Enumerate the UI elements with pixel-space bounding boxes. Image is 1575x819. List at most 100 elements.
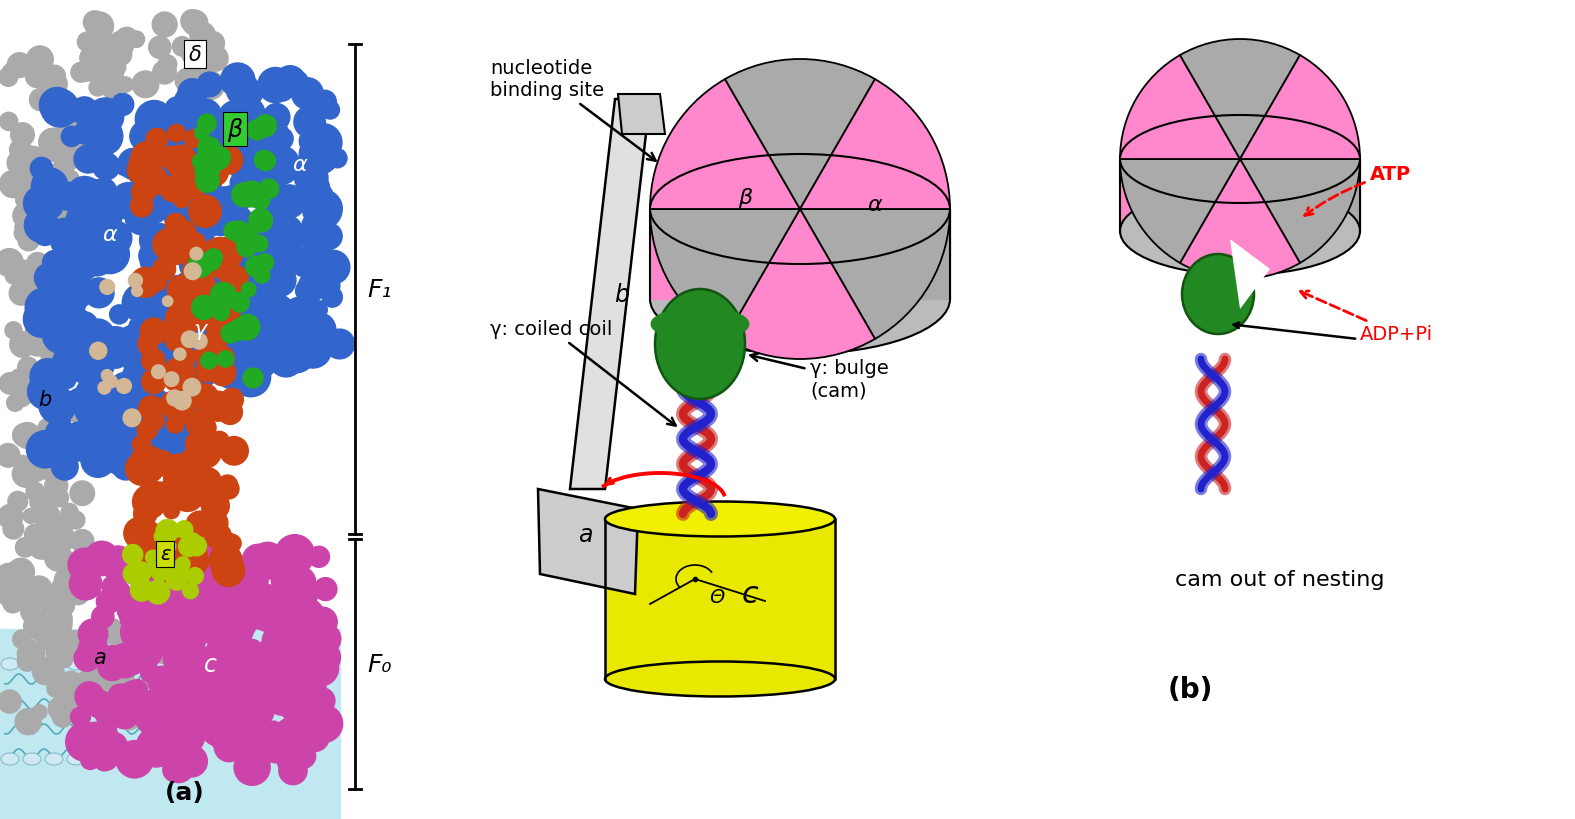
Circle shape bbox=[209, 719, 244, 753]
Circle shape bbox=[172, 234, 197, 260]
Circle shape bbox=[140, 568, 176, 604]
Circle shape bbox=[61, 631, 88, 658]
Circle shape bbox=[296, 281, 317, 302]
Circle shape bbox=[134, 503, 158, 526]
Circle shape bbox=[280, 586, 313, 618]
Circle shape bbox=[153, 13, 176, 38]
Circle shape bbox=[208, 273, 243, 307]
Wedge shape bbox=[1240, 56, 1359, 160]
Circle shape bbox=[187, 166, 217, 197]
Circle shape bbox=[158, 441, 195, 477]
Circle shape bbox=[58, 274, 93, 310]
Circle shape bbox=[6, 395, 24, 412]
Circle shape bbox=[25, 66, 47, 88]
Circle shape bbox=[39, 129, 66, 157]
Circle shape bbox=[249, 155, 288, 193]
Circle shape bbox=[307, 608, 337, 637]
Circle shape bbox=[178, 79, 206, 109]
Circle shape bbox=[249, 116, 285, 152]
Circle shape bbox=[225, 277, 244, 296]
Circle shape bbox=[183, 536, 198, 551]
Ellipse shape bbox=[68, 658, 85, 670]
Ellipse shape bbox=[110, 753, 129, 765]
Circle shape bbox=[98, 652, 126, 681]
Circle shape bbox=[44, 474, 68, 498]
Circle shape bbox=[60, 231, 80, 251]
Circle shape bbox=[139, 337, 158, 355]
Circle shape bbox=[54, 144, 79, 170]
Circle shape bbox=[183, 270, 214, 302]
Circle shape bbox=[132, 353, 158, 377]
Circle shape bbox=[192, 274, 213, 295]
Circle shape bbox=[55, 287, 80, 313]
Circle shape bbox=[276, 314, 306, 344]
Circle shape bbox=[221, 127, 247, 153]
Circle shape bbox=[208, 585, 239, 617]
Circle shape bbox=[295, 626, 326, 657]
Circle shape bbox=[87, 59, 112, 85]
Circle shape bbox=[159, 705, 181, 726]
Ellipse shape bbox=[90, 753, 107, 765]
Circle shape bbox=[17, 376, 38, 396]
Circle shape bbox=[96, 328, 135, 367]
Circle shape bbox=[96, 358, 113, 377]
Circle shape bbox=[167, 277, 195, 305]
Circle shape bbox=[66, 250, 98, 282]
Circle shape bbox=[115, 157, 135, 177]
Circle shape bbox=[194, 648, 216, 669]
Circle shape bbox=[299, 722, 329, 752]
Circle shape bbox=[0, 444, 20, 468]
Circle shape bbox=[69, 326, 90, 348]
Circle shape bbox=[272, 277, 293, 296]
Circle shape bbox=[202, 714, 233, 746]
Circle shape bbox=[47, 277, 65, 295]
Circle shape bbox=[68, 511, 85, 529]
Circle shape bbox=[24, 301, 60, 338]
Circle shape bbox=[142, 667, 164, 690]
Circle shape bbox=[49, 464, 63, 479]
Circle shape bbox=[167, 390, 191, 415]
Circle shape bbox=[192, 154, 209, 170]
Circle shape bbox=[5, 269, 20, 284]
Circle shape bbox=[134, 707, 158, 731]
Circle shape bbox=[260, 180, 279, 199]
Circle shape bbox=[172, 170, 192, 190]
Circle shape bbox=[249, 210, 272, 233]
Circle shape bbox=[187, 714, 208, 735]
Circle shape bbox=[167, 596, 203, 632]
Circle shape bbox=[117, 740, 153, 778]
Circle shape bbox=[90, 235, 129, 274]
Circle shape bbox=[173, 273, 203, 301]
Circle shape bbox=[72, 332, 98, 357]
Circle shape bbox=[57, 370, 76, 389]
Circle shape bbox=[109, 375, 137, 402]
Circle shape bbox=[175, 73, 194, 92]
Circle shape bbox=[165, 455, 191, 481]
Circle shape bbox=[132, 286, 142, 297]
Circle shape bbox=[49, 188, 65, 202]
Circle shape bbox=[65, 636, 85, 658]
Circle shape bbox=[27, 482, 44, 501]
Circle shape bbox=[135, 696, 175, 736]
Circle shape bbox=[191, 308, 213, 330]
Circle shape bbox=[301, 224, 334, 257]
Circle shape bbox=[186, 378, 202, 394]
Circle shape bbox=[249, 543, 287, 579]
Circle shape bbox=[272, 657, 312, 697]
Circle shape bbox=[139, 166, 167, 194]
Circle shape bbox=[205, 250, 222, 267]
Circle shape bbox=[76, 684, 104, 712]
Circle shape bbox=[80, 319, 115, 353]
Circle shape bbox=[14, 456, 30, 471]
Circle shape bbox=[28, 437, 52, 462]
Circle shape bbox=[94, 222, 117, 244]
Circle shape bbox=[187, 290, 208, 311]
Circle shape bbox=[58, 192, 83, 218]
Circle shape bbox=[175, 89, 200, 114]
Circle shape bbox=[25, 309, 47, 329]
Circle shape bbox=[219, 186, 247, 215]
Circle shape bbox=[167, 312, 186, 331]
Circle shape bbox=[148, 667, 176, 696]
Circle shape bbox=[277, 749, 302, 774]
Circle shape bbox=[140, 319, 167, 346]
